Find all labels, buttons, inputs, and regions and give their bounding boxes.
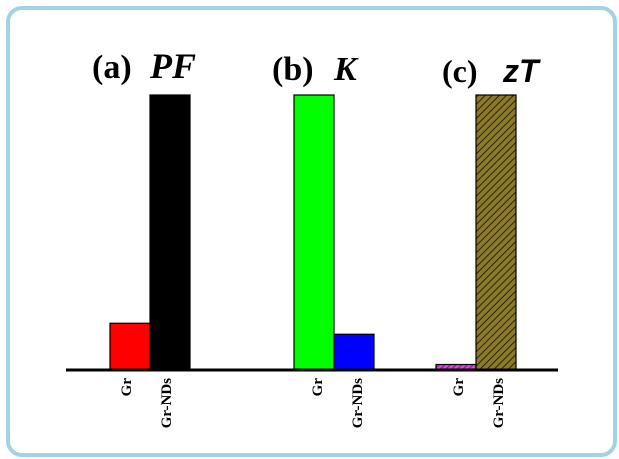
panel-label-2: (c)	[442, 53, 478, 89]
tick-label-2-0: Gr	[451, 378, 467, 397]
tick-label-2-1: Gr-NDs	[491, 378, 507, 428]
bar-0-gr-nds	[149, 94, 191, 371]
tick-label-1-1: Gr-NDs	[350, 378, 366, 428]
tick-label-0-1: Gr-NDs	[159, 378, 175, 428]
bar-0-gr	[109, 322, 151, 371]
tick-label-0-0: Gr	[119, 378, 135, 397]
panel-symbol-0: PF	[149, 46, 196, 86]
bar-1-gr-nds	[333, 333, 375, 371]
panel-symbol-1: K	[333, 51, 359, 88]
panel-symbol-2: zT	[502, 53, 541, 89]
tick-label-1-0: Gr	[310, 378, 326, 397]
bar-2-gr-nds	[475, 94, 517, 371]
bar-1-gr	[293, 94, 335, 371]
panel-label-0: (a)	[92, 49, 132, 86]
panel-label-1: (b)	[272, 51, 314, 88]
